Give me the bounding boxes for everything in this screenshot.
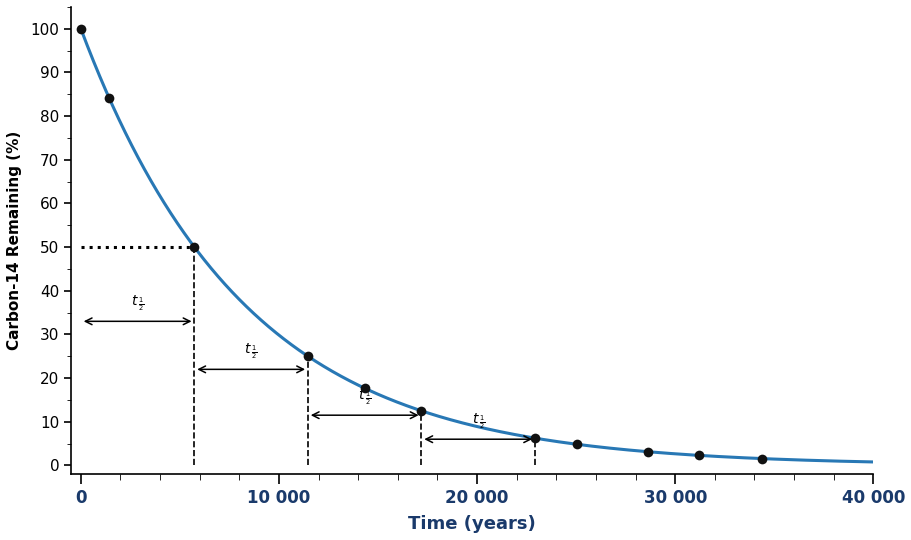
Text: $t_{\,\mathsf{\frac{1}{2}}}$: $t_{\,\mathsf{\frac{1}{2}}}$	[471, 411, 485, 431]
Text: $t_{\,\mathsf{\frac{1}{2}}}$: $t_{\,\mathsf{\frac{1}{2}}}$	[131, 294, 144, 313]
X-axis label: Time (years): Time (years)	[408, 515, 536, 533]
Text: $t_{\,\mathsf{\frac{1}{2}}}$: $t_{\,\mathsf{\frac{1}{2}}}$	[244, 342, 258, 361]
Y-axis label: Carbon-14 Remaining (%): Carbon-14 Remaining (%)	[7, 131, 22, 350]
Text: $t_{\,\mathsf{\frac{1}{2}}}$: $t_{\,\mathsf{\frac{1}{2}}}$	[358, 388, 371, 407]
